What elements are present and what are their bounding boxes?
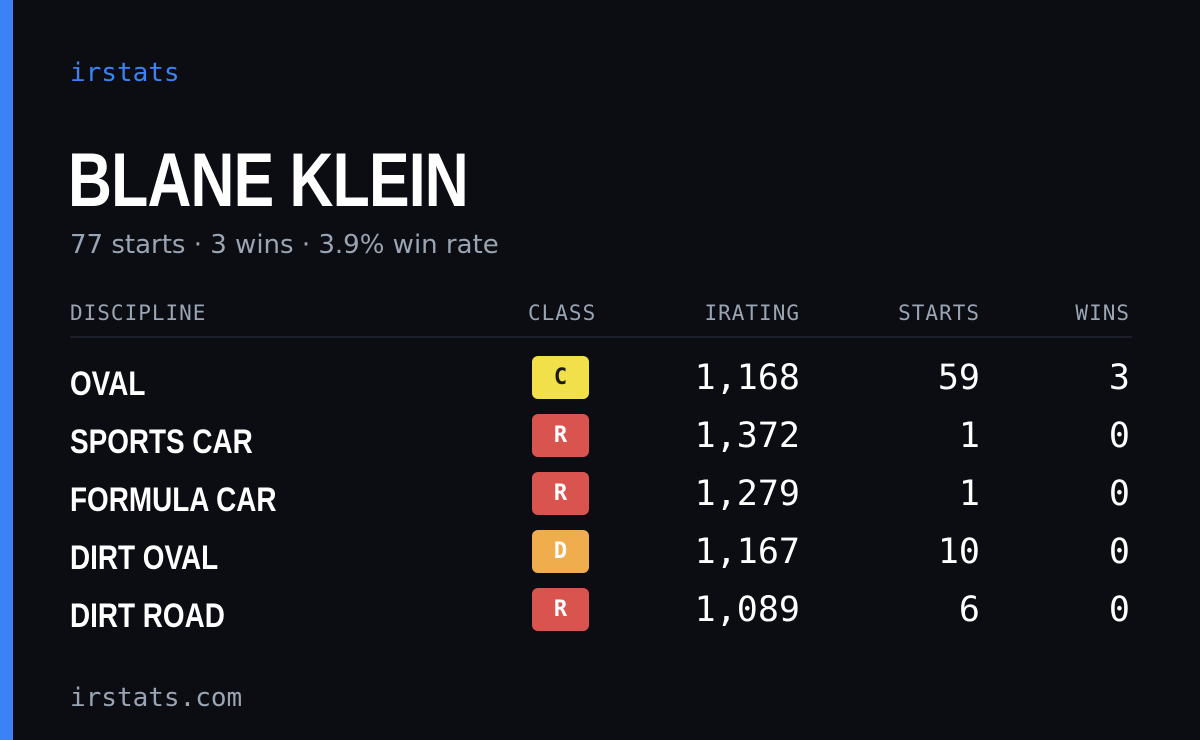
table-body: OVAL C 1,168 59 3 SPORTS CAR R 1,372 1 0… [70,354,1132,644]
discipline-name: SPORTS CAR [70,423,253,461]
discipline-name: DIRT ROAD [70,597,225,635]
class-badge: C [532,356,589,399]
irating-value: 1,279 [694,474,800,514]
starts-value: 1 [958,474,980,514]
discipline-name: DIRT OVAL [70,539,219,577]
wins-value: 0 [1108,474,1130,514]
class-badge: R [532,588,589,631]
table-row: SPORTS CAR R 1,372 1 0 [70,412,1132,470]
wins-value: 0 [1108,416,1130,456]
table-row: DIRT OVAL D 1,167 10 0 [70,528,1132,586]
header-irating: IRATING [704,301,800,325]
discipline-table: DISCIPLINE CLASS IRATING STARTS WINS OVA… [70,296,1132,644]
starts-value: 10 [937,532,980,572]
accent-bar [0,0,13,740]
table-row: FORMULA CAR R 1,279 1 0 [70,470,1132,528]
starts-value: 6 [958,590,980,630]
starts-value: 1 [958,416,980,456]
starts-value: 59 [937,358,980,398]
discipline-name: OVAL [70,365,146,403]
wins-value: 0 [1108,532,1130,572]
header-starts: STARTS [898,301,980,325]
brand-logo: irstats [70,58,180,88]
irating-value: 1,372 [694,416,800,456]
irating-value: 1,089 [694,590,800,630]
header-class: CLASS [528,301,597,325]
table-row: DIRT ROAD R 1,089 6 0 [70,586,1132,644]
irating-value: 1,167 [694,532,800,572]
irating-value: 1,168 [694,358,800,398]
class-badge: R [532,414,589,457]
header-wins: WINS [1075,301,1130,325]
wins-value: 3 [1108,358,1130,398]
wins-value: 0 [1108,590,1130,630]
driver-summary: 77 starts · 3 wins · 3.9% win rate [70,230,499,260]
header-discipline: DISCIPLINE [70,301,207,325]
discipline-name: FORMULA CAR [70,481,277,519]
footer-url: irstats.com [70,683,243,713]
table-header: DISCIPLINE CLASS IRATING STARTS WINS [70,296,1132,338]
class-badge: R [532,472,589,515]
class-badge: D [532,530,589,573]
driver-name: BLANE KLEIN [68,138,469,223]
table-row: OVAL C 1,168 59 3 [70,354,1132,412]
